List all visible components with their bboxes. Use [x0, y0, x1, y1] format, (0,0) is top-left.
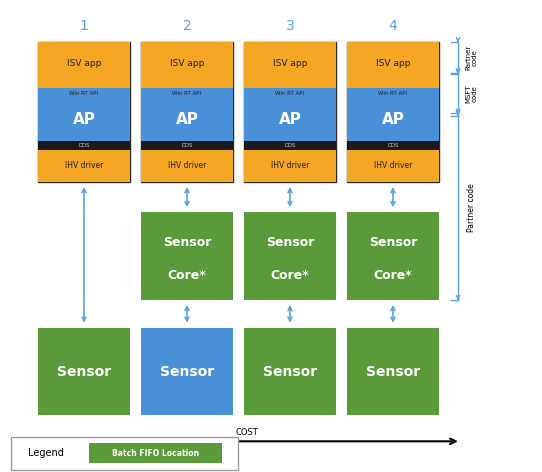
Bar [244, 88, 336, 99]
Text: Sensor: Sensor [266, 236, 314, 250]
Text: IHV driver: IHV driver [271, 161, 309, 170]
Bar [38, 42, 130, 88]
Text: ISV app: ISV app [170, 59, 204, 67]
Bar [141, 99, 233, 141]
Bar [244, 328, 336, 415]
Bar [141, 42, 233, 182]
Bar [347, 88, 439, 99]
Text: Win RT API: Win RT API [172, 91, 202, 96]
Text: Sensor: Sensor [160, 365, 214, 379]
Text: Core*: Core* [270, 269, 309, 282]
Text: Win RT API: Win RT API [69, 91, 99, 96]
Text: AP: AP [382, 112, 404, 127]
Bar [244, 141, 336, 150]
Text: DDS: DDS [388, 143, 398, 148]
Bar [244, 42, 336, 88]
Bar [244, 99, 336, 141]
Bar [38, 141, 130, 150]
Bar [38, 328, 130, 415]
Text: 2: 2 [183, 19, 191, 33]
Bar [347, 42, 439, 88]
Text: AP: AP [73, 112, 95, 127]
Bar [141, 141, 233, 150]
Bar [141, 328, 233, 415]
Bar [141, 88, 233, 99]
Text: Win RT API: Win RT API [378, 91, 408, 96]
Bar [244, 42, 336, 182]
Bar [38, 88, 130, 99]
Text: Core*: Core* [373, 269, 412, 282]
Bar [141, 42, 233, 88]
Bar [347, 141, 439, 150]
Bar [38, 42, 130, 182]
Bar [347, 328, 439, 415]
Text: Sensor: Sensor [263, 365, 317, 379]
Text: COST: COST [235, 428, 258, 438]
Text: ISV app: ISV app [376, 59, 410, 67]
Bar [347, 212, 439, 300]
Text: Partner
code: Partner code [465, 45, 478, 70]
Bar [38, 150, 130, 182]
Bar [141, 150, 233, 182]
Text: Sensor: Sensor [366, 365, 420, 379]
Text: DDS: DDS [182, 143, 192, 148]
Text: IHV driver: IHV driver [65, 161, 103, 170]
Bar [347, 99, 439, 141]
Text: DDS: DDS [79, 143, 89, 148]
Text: Batch FIFO Location: Batch FIFO Location [112, 448, 199, 458]
Text: 4: 4 [389, 19, 397, 33]
Text: IHV driver: IHV driver [168, 161, 206, 170]
Text: AP: AP [176, 112, 198, 127]
Bar [38, 99, 130, 141]
Text: AP: AP [279, 112, 301, 127]
Text: ISV app: ISV app [273, 59, 307, 67]
Text: DDS: DDS [285, 143, 295, 148]
Text: Core*: Core* [167, 269, 207, 282]
Text: Sensor: Sensor [163, 236, 211, 250]
Bar [244, 150, 336, 182]
Bar [347, 150, 439, 182]
Text: ISV app: ISV app [67, 59, 101, 67]
Text: Partner code: Partner code [467, 183, 476, 232]
Text: 3: 3 [286, 19, 294, 33]
Text: Sensor: Sensor [57, 365, 111, 379]
Bar [347, 42, 439, 182]
Text: Sensor: Sensor [369, 236, 417, 250]
Bar [244, 212, 336, 300]
Text: MSFT
code: MSFT code [465, 84, 478, 103]
Text: 1: 1 [80, 19, 88, 33]
Bar [89, 443, 222, 464]
Bar [141, 212, 233, 300]
Text: Legend: Legend [28, 448, 64, 458]
Bar [11, 437, 238, 470]
Text: Win RT API: Win RT API [275, 91, 305, 96]
Text: IHV driver: IHV driver [374, 161, 412, 170]
